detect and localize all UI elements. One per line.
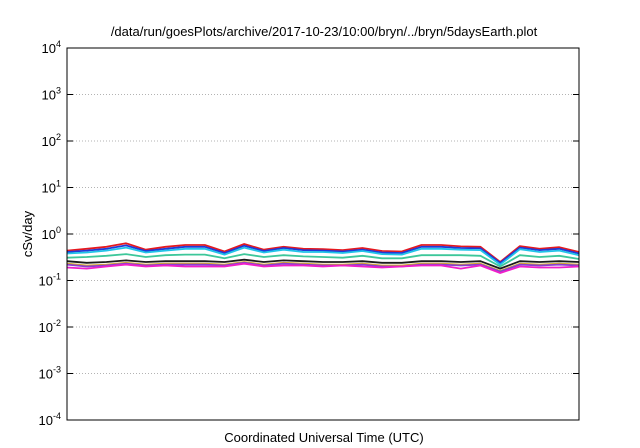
y-tick-label: 10-3 [39,365,61,382]
grid-lines [67,94,579,374]
series-line-2 [66,244,580,264]
y-tick-label: 10-4 [39,411,61,428]
y-tick-label: 101 [42,179,61,196]
y-tick-label: 104 [42,39,61,56]
series-lines [66,242,580,274]
x-axis-label: Coordinated Universal Time (UTC) [224,430,423,445]
chart-title: /data/run/goesPlots/archive/2017-10-23/1… [111,24,538,39]
y-tick-label: 10-2 [39,318,61,335]
y-tick-label: 103 [42,86,61,103]
series-line-7 [66,261,580,273]
series-line-4 [66,253,580,268]
series-line-5 [66,258,580,270]
y-tick-label: 100 [42,225,61,242]
y-axis-label: cSv/day [20,210,35,257]
series-line-8 [66,262,580,274]
y-tick-label: 102 [42,132,61,149]
y-tick-label: 10-1 [39,272,61,289]
series-line-3 [66,246,580,266]
y-axis-ticks: 10-4 10-3 10-2 10-1 100 101 102 103 104 [39,39,579,428]
